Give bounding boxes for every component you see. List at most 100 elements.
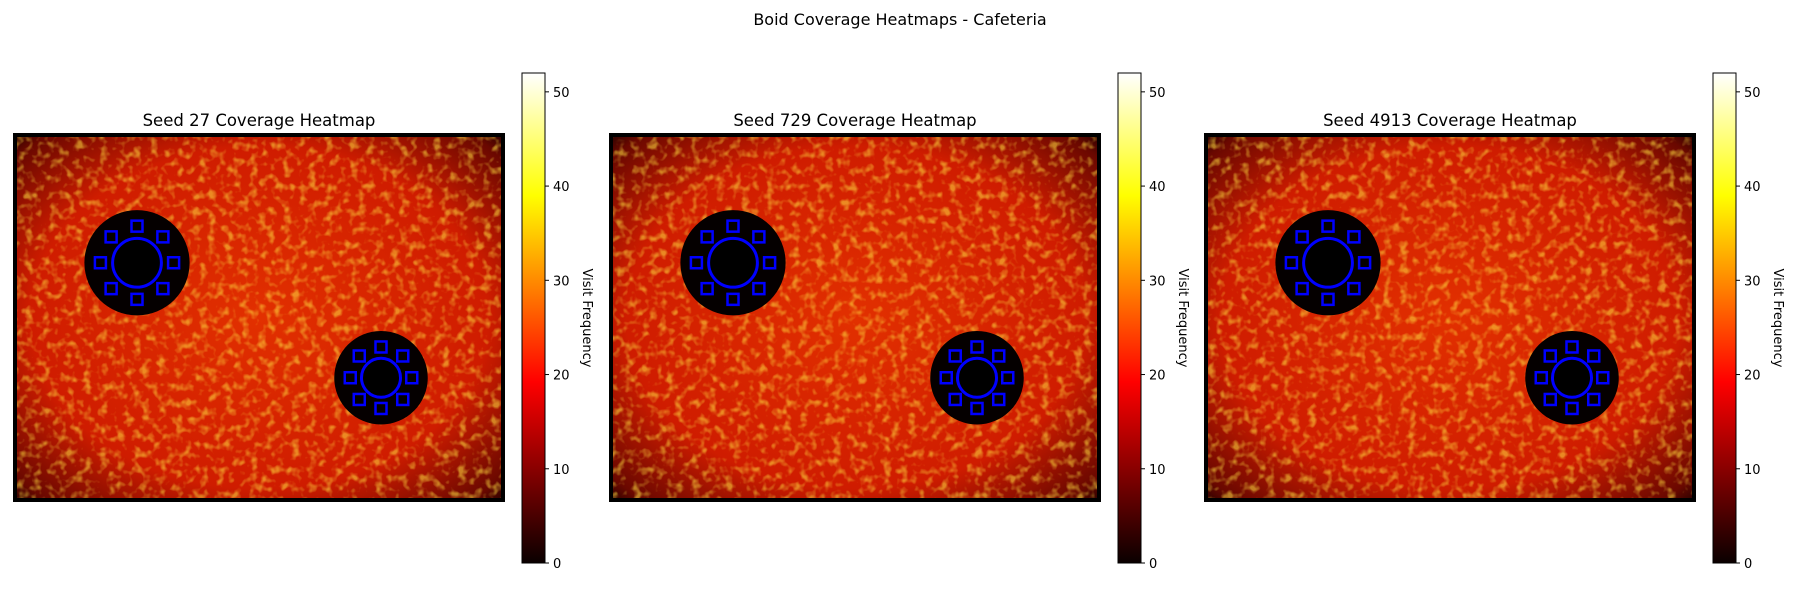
- panels: Seed 27 Coverage Heatmap 0 10 20 30 40 50 Visit…: [13, 72, 1785, 572]
- colorbar-tick-label: 30: [553, 274, 570, 289]
- heatmap-edge: [1204, 133, 1696, 502]
- colorbar-tick-label: 30: [1149, 274, 1166, 289]
- chair-square: [104, 281, 118, 296]
- colorbar-gradient: [1117, 72, 1142, 564]
- colorbar-tick-label: 30: [1744, 274, 1761, 289]
- colorbar-tick-label: 20: [1744, 369, 1761, 384]
- chair-square: [130, 292, 144, 307]
- chair-square: [1543, 392, 1558, 407]
- chair-square: [404, 370, 419, 385]
- colorbar-gradient: [1712, 72, 1737, 564]
- chair-square: [1347, 281, 1361, 296]
- colorbar-tick-label: 40: [553, 180, 570, 195]
- panel-title: Seed 27 Coverage Heatmap: [143, 111, 376, 130]
- chair-square: [762, 256, 777, 270]
- figure-title: Boid Coverage Heatmaps - Cafeteria: [753, 10, 1046, 29]
- table-obstacle: [1275, 210, 1381, 316]
- chair-square: [1295, 281, 1309, 296]
- chair-square: [104, 230, 118, 244]
- colorbar-tick-label: 0: [1744, 557, 1752, 572]
- panel-title: Seed 729 Coverage Heatmap: [733, 111, 976, 130]
- colorbar-label: Visit Frequency: [1770, 269, 1785, 368]
- chair-square: [1295, 230, 1309, 244]
- colorbar-tick-label: 20: [1149, 369, 1166, 384]
- table-obstacle: [1525, 330, 1619, 425]
- table-obstacle: [334, 330, 428, 425]
- chair-square: [395, 349, 410, 363]
- heatmap-panel: Seed 4913 Coverage Heatmap 0 10 20 30 40 50 Vis…: [1204, 72, 1785, 572]
- colorbar: 0 10 20 30 40 50 Visit Frequency: [1117, 72, 1190, 572]
- colorbar-gradient: [521, 72, 546, 564]
- colorbar-tick-label: 10: [553, 463, 570, 478]
- chair-square: [1347, 230, 1361, 244]
- chair-square: [93, 256, 108, 270]
- colorbar-tick-label: 0: [1149, 557, 1157, 572]
- colorbar: 0 10 20 30 40 50 Visit Frequency: [521, 72, 594, 572]
- colorbar-tick-label: 0: [553, 557, 561, 572]
- colorbar-label: Visit Frequency: [1175, 269, 1190, 368]
- chair-square: [1595, 370, 1610, 385]
- chair-square: [166, 256, 181, 270]
- table-obstacle: [680, 210, 786, 316]
- table-obstacle: [84, 210, 190, 316]
- table-circle: [111, 236, 163, 289]
- chair-square: [939, 370, 954, 385]
- chair-square: [1000, 370, 1015, 385]
- chair-square: [352, 392, 367, 407]
- colorbar-tick-label: 50: [1744, 86, 1761, 101]
- chair-square: [970, 401, 984, 416]
- colorbar-tick-label: 10: [1744, 463, 1761, 478]
- chair-square: [343, 370, 358, 385]
- chair-square: [689, 256, 704, 270]
- chair-square: [374, 340, 388, 354]
- chair-square: [726, 292, 740, 307]
- colorbar: 0 10 20 30 40 50 Visit Frequency: [1712, 72, 1785, 572]
- chair-square: [948, 349, 963, 363]
- chair-square: [700, 230, 714, 244]
- chair-square: [991, 349, 1006, 363]
- chair-square: [395, 392, 410, 407]
- chair-square: [374, 401, 388, 416]
- table-circle: [707, 236, 759, 289]
- heatmap-edge: [609, 133, 1101, 502]
- chair-square: [700, 281, 714, 296]
- chair-square: [752, 281, 766, 296]
- chair-square: [1284, 256, 1299, 270]
- chair-square: [1321, 292, 1335, 307]
- chair-square: [991, 392, 1006, 407]
- chair-square: [1565, 401, 1579, 416]
- chair-square: [1357, 256, 1372, 270]
- chair-square: [156, 281, 170, 296]
- chair-square: [130, 219, 144, 233]
- heatmap-texture: [15, 135, 503, 500]
- chair-square: [156, 230, 170, 244]
- chair-square: [1321, 219, 1335, 233]
- heatmap-texture: [611, 135, 1099, 500]
- colorbar-tick-label: 50: [553, 86, 570, 101]
- table-circle: [1550, 356, 1594, 399]
- heatmap-panel: Seed 729 Coverage Heatmap 0 10 20 30 40 50 Visi…: [609, 72, 1190, 572]
- chair-square: [726, 219, 740, 233]
- chair-square: [352, 349, 367, 363]
- chair-square: [1534, 370, 1549, 385]
- table-circle: [359, 356, 403, 399]
- table-obstacle: [930, 330, 1024, 425]
- chair-square: [1586, 392, 1601, 407]
- colorbar-tick-label: 40: [1744, 180, 1761, 195]
- colorbar-label: Visit Frequency: [579, 269, 594, 368]
- chair-square: [1543, 349, 1558, 363]
- colorbar-tick-label: 10: [1149, 463, 1166, 478]
- heatmap-edge: [13, 133, 505, 502]
- chair-square: [752, 230, 766, 244]
- chair-square: [948, 392, 963, 407]
- heatmap-panel: Seed 27 Coverage Heatmap 0 10 20 30 40 50 Visit…: [13, 72, 594, 572]
- panel-title: Seed 4913 Coverage Heatmap: [1323, 111, 1577, 130]
- chair-square: [1586, 349, 1601, 363]
- chair-square: [970, 340, 984, 354]
- colorbar-tick-label: 20: [553, 369, 570, 384]
- colorbar-tick-label: 50: [1149, 86, 1166, 101]
- table-circle: [955, 356, 999, 399]
- table-circle: [1302, 236, 1354, 289]
- chair-square: [1565, 340, 1579, 354]
